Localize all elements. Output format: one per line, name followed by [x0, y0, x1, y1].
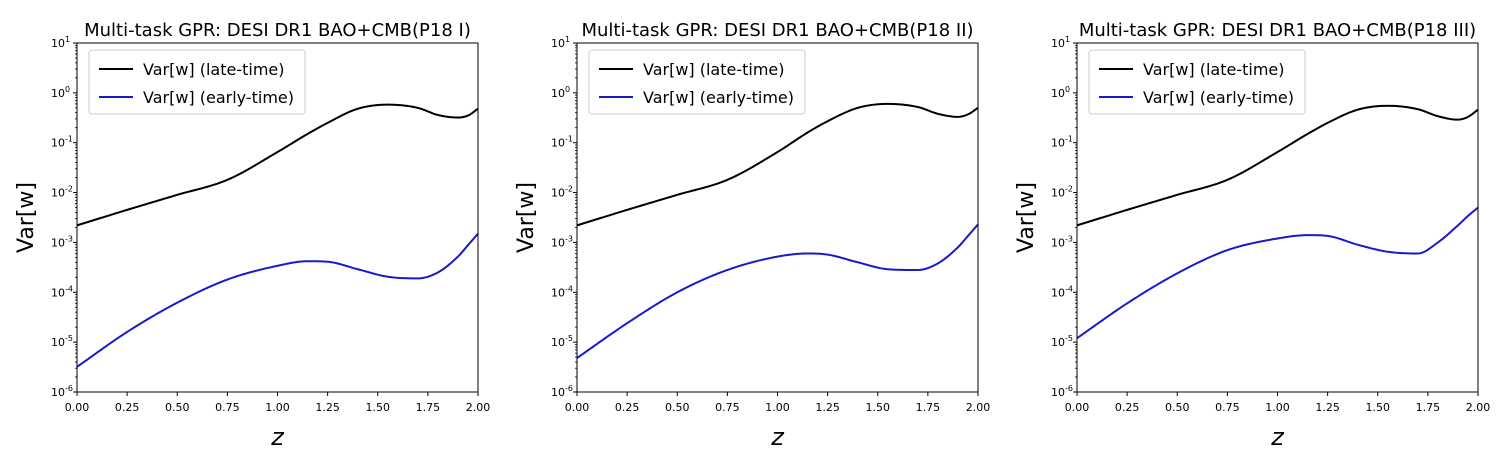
chart-panel-2: Multi-task GPR: DESI DR1 BAO+CMB(P18 II)…	[514, 20, 990, 451]
chart-panel-1: Multi-task GPR: DESI DR1 BAO+CMB(P18 I) 0…	[14, 20, 490, 451]
x-tick-label: 1.75	[1416, 401, 1441, 414]
x-tick-label: 0.75	[215, 401, 240, 414]
y-tick-label: 10-2	[551, 185, 573, 200]
early-time-curve	[576, 223, 979, 359]
y-tick-label: 10-5	[1051, 334, 1073, 349]
y-tick-label: 10-6	[551, 384, 573, 399]
legend-label: Var[w] (early-time)	[143, 88, 294, 107]
chart-title: Multi-task GPR: DESI DR1 BAO+CMB(P18 II)	[581, 20, 973, 41]
y-tick-label: 10-3	[551, 234, 573, 249]
y-tick-label: 10-2	[51, 185, 73, 200]
x-tick-label: 0.00	[65, 401, 90, 414]
x-tick-label: 2.00	[966, 401, 991, 414]
x-tick-label: 0.00	[565, 401, 590, 414]
x-tick-label: 1.75	[916, 401, 941, 414]
y-tick-label: 101	[1051, 35, 1070, 50]
y-tick-label: 10-6	[1051, 384, 1073, 399]
y-tick-label: 10-1	[551, 135, 573, 150]
y-tick-label: 100	[551, 85, 570, 100]
y-tick-label: 10-5	[51, 334, 73, 349]
x-tick-label: 1.00	[765, 401, 790, 414]
x-axis-label: z	[770, 423, 785, 451]
late-time-curve	[76, 103, 479, 227]
y-tick-label: 10-1	[1051, 135, 1073, 150]
late-time-curve	[576, 102, 979, 227]
x-tick-label: 1.50	[1366, 401, 1391, 414]
x-tick-label: 0.00	[1065, 401, 1090, 414]
x-tick-label: 0.50	[165, 401, 190, 414]
y-tick-label: 101	[551, 35, 570, 50]
y-tick-label: 10-4	[1051, 284, 1073, 299]
early-time-curve	[76, 232, 479, 368]
legend-label: Var[w] (early-time)	[1143, 88, 1294, 107]
x-tick-label: 0.25	[115, 401, 140, 414]
x-tick-label: 1.25	[315, 401, 340, 414]
y-axis-label: Var[w]	[1014, 182, 1039, 253]
y-axis-label: Var[w]	[514, 182, 539, 253]
x-tick-label: 0.50	[665, 401, 690, 414]
legend-box	[588, 49, 806, 115]
y-tick-label: 10-6	[51, 384, 73, 399]
x-tick-label: 0.25	[1115, 401, 1140, 414]
x-tick-label: 1.75	[416, 401, 441, 414]
legend-box	[88, 49, 306, 115]
x-tick-label: 1.50	[366, 401, 391, 414]
legend-box	[1088, 49, 1306, 115]
y-tick-label: 10-3	[51, 234, 73, 249]
chart-title: Multi-task GPR: DESI DR1 BAO+CMB(P18 I)	[84, 20, 471, 41]
x-tick-label: 1.25	[815, 401, 840, 414]
early-time-curve	[1076, 206, 1479, 340]
y-tick-label: 100	[1051, 85, 1070, 100]
x-tick-label: 0.25	[615, 401, 640, 414]
plot-frame	[576, 42, 979, 393]
y-tick-label: 10-2	[1051, 185, 1073, 200]
legend-label: Var[w] (late-time)	[1143, 60, 1285, 79]
y-tick-label: 10-4	[51, 284, 73, 299]
x-axis-label: z	[270, 423, 285, 451]
x-tick-label: 0.50	[1165, 401, 1190, 414]
plot-frame	[1076, 42, 1479, 393]
x-tick-label: 2.00	[466, 401, 491, 414]
chart-panel-3: Multi-task GPR: DESI DR1 BAO+CMB(P18 III…	[1014, 20, 1490, 451]
x-tick-label: 1.25	[1315, 401, 1340, 414]
plot-frame	[76, 42, 479, 393]
y-tick-label: 100	[51, 85, 70, 100]
y-tick-label: 101	[51, 35, 70, 50]
y-tick-label: 10-1	[51, 135, 73, 150]
x-tick-label: 0.75	[715, 401, 740, 414]
y-axis-label: Var[w]	[14, 182, 39, 253]
legend-label: Var[w] (early-time)	[643, 88, 794, 107]
late-time-curve	[1076, 104, 1479, 227]
y-tick-label: 10-3	[1051, 234, 1073, 249]
chart-title: Multi-task GPR: DESI DR1 BAO+CMB(P18 III…	[1079, 20, 1476, 41]
x-tick-label: 1.00	[1265, 401, 1290, 414]
legend-label: Var[w] (late-time)	[143, 60, 285, 79]
legend-label: Var[w] (late-time)	[643, 60, 785, 79]
x-tick-label: 2.00	[1466, 401, 1491, 414]
x-axis-label: z	[1270, 423, 1285, 451]
y-tick-label: 10-5	[551, 334, 573, 349]
x-tick-label: 1.00	[265, 401, 290, 414]
x-tick-label: 1.50	[866, 401, 891, 414]
x-tick-label: 0.75	[1215, 401, 1240, 414]
y-tick-label: 10-4	[551, 284, 573, 299]
